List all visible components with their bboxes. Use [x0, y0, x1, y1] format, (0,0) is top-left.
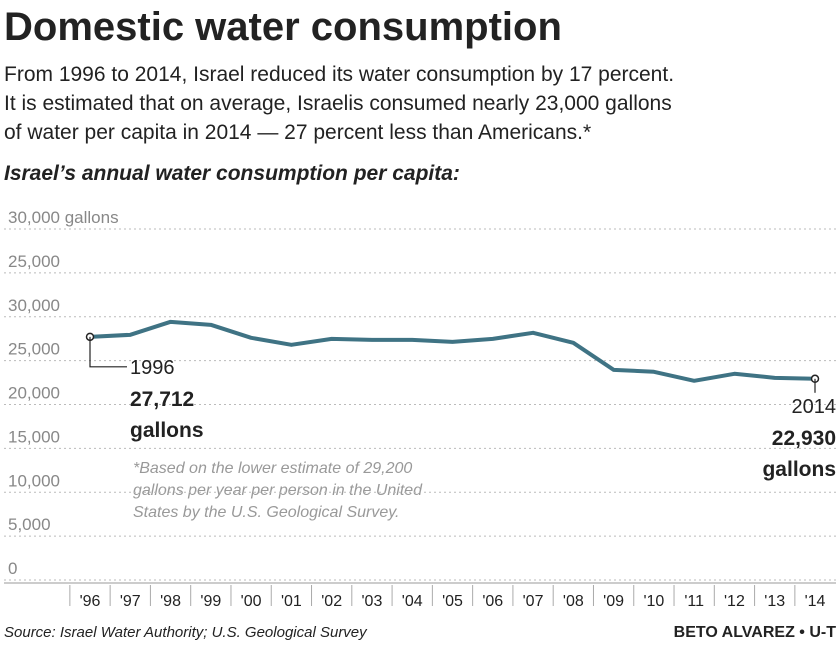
x-tick-label: '10: [643, 593, 664, 610]
x-tick-label: '13: [764, 593, 785, 610]
data-label-unit: gallons: [762, 458, 836, 481]
annotation-year: 2014: [792, 396, 837, 418]
subtitle: of water per capita in 2014 — 27 percent…: [4, 121, 591, 144]
credit: BETO ALVAREZ • U-T: [674, 624, 837, 641]
footnote-line: gallons per year per person in the Unite…: [133, 482, 423, 499]
data-label: 27,712: [130, 388, 194, 411]
x-tick-label: '07: [523, 593, 544, 610]
line: [89, 319, 816, 383]
y-tick-label: 5,000: [8, 515, 51, 534]
x-tick-label: '02: [321, 593, 342, 610]
subtitle: From 1996 to 2014, Israel reduced its wa…: [4, 63, 674, 86]
footnote: *Based on the lower estimate of 29,200 g…: [133, 460, 423, 521]
y-tick-label: 10,000: [8, 471, 60, 490]
footnote-line: *Based on the lower estimate of 29,200: [133, 460, 412, 477]
x-tick-label: '14: [805, 593, 826, 610]
x-tick-label: '09: [603, 593, 624, 610]
x-tick-label: '11: [684, 593, 704, 610]
x-tick-label: '05: [442, 593, 463, 610]
x-tick-label: '12: [724, 593, 745, 610]
x-tick-label: '98: [160, 593, 181, 610]
x-tick-label: '00: [241, 593, 262, 610]
y-tick-label: 0: [8, 559, 17, 578]
annotation-year: 1996: [130, 357, 175, 379]
x-tick-label: '08: [563, 593, 584, 610]
x-tick-label: '03: [362, 593, 383, 610]
x-tick-label: '04: [402, 593, 423, 610]
source: Source: Israel Water Authority; U.S. Geo…: [4, 624, 368, 641]
data-label: 22,930: [772, 427, 836, 450]
x-tick-label: '06: [482, 593, 503, 610]
y-tick-label: 20,000: [8, 384, 60, 403]
x-tick-label: '99: [200, 593, 221, 610]
y-tick-label: 15,000: [8, 427, 60, 446]
x-tick-label: '96: [80, 593, 101, 610]
chart-heading: Israel’s annual water consumption per ca…: [4, 162, 460, 185]
data-label-unit: gallons: [130, 419, 204, 442]
subtitle: It is estimated that on average, Israeli…: [4, 92, 672, 115]
y-tick-label: 25,000: [8, 340, 60, 359]
y-tick-label: 30,000 gallons: [8, 208, 119, 227]
x-tick-label: '97: [120, 593, 141, 610]
footnote-line: States by the U.S. Geological Survey.: [133, 504, 400, 521]
y-tick-label: 30,000: [8, 296, 60, 315]
leader-line: [89, 336, 127, 368]
chart-title: Domestic water consumption: [4, 5, 562, 49]
x-tick-label: '01: [281, 593, 302, 610]
y-tick-label: 25,000: [8, 252, 60, 271]
